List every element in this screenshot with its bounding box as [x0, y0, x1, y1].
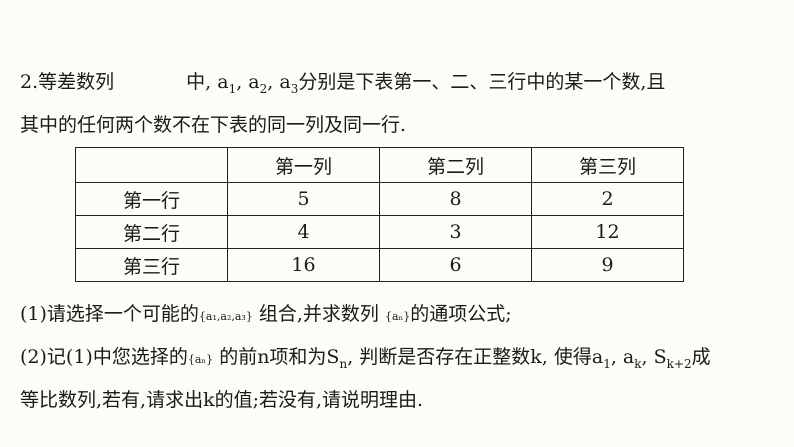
table-row: 第三行 16 6 9	[75, 248, 684, 282]
row-label: 第二行	[75, 215, 228, 249]
subscript: 3	[290, 82, 299, 96]
table-header-row: 第一列 第二列 第三列	[75, 147, 684, 183]
row-label: 第三行	[75, 248, 228, 282]
table-header: 第二列	[379, 147, 532, 183]
table-cell: 3	[379, 215, 532, 249]
table-cell: 4	[227, 215, 380, 249]
question-2: (2)记(1)中您选择的{aₙ} 的前n项和为Sn, 判断是否存在正整数k, 使…	[20, 345, 711, 376]
text: , a	[610, 346, 635, 368]
question-2-line-2: 等比数列,若有,请求出k的值;若没有,请说明理由.	[20, 389, 424, 411]
subscript: k+2	[666, 357, 692, 371]
text: a	[248, 71, 260, 93]
problem-line-2: 其中的任何两个数不在下表的同一列及同一行.	[20, 114, 407, 136]
text: ,	[236, 71, 249, 93]
table-cell: 9	[531, 248, 684, 282]
text: 中,	[186, 71, 218, 93]
subscript: k	[634, 357, 642, 371]
subscript: n	[339, 357, 348, 371]
text: (1)请选择一个可能的	[20, 303, 199, 325]
problem-number: 2.等差数列	[20, 71, 115, 93]
number-table: 第一列 第二列 第三列 第一行 5 8 2 第二行 4 3 12 第三行 16 …	[75, 147, 684, 282]
subscript: 2	[259, 82, 268, 96]
table-row: 第二行 4 3 12	[75, 215, 684, 249]
text: , 判断是否存在正整数k, 使得a	[347, 346, 604, 368]
text: 的前n项和为S	[213, 346, 340, 368]
text: 组合,并求数列	[252, 303, 385, 325]
table-cell: 2	[531, 182, 684, 216]
text: ,	[267, 71, 280, 93]
subscript: 1	[228, 82, 237, 96]
table-cell: 16	[227, 248, 380, 282]
text: , S	[641, 346, 667, 368]
text: a	[279, 71, 291, 93]
text: a	[217, 71, 229, 93]
problem-line-1: 2.等差数列 中, a1, a2, a3分别是下表第一、二、三行中的某一个数,且	[20, 70, 665, 101]
table-header: 第三列	[531, 147, 684, 183]
sequence-notation: {aₙ}	[187, 353, 214, 366]
table-header: 第一列	[227, 147, 380, 183]
text: (2)记(1)中您选择的	[20, 346, 188, 368]
subscript: 1	[603, 357, 611, 371]
table-cell	[75, 147, 228, 183]
table-cell: 5	[227, 182, 380, 216]
set-notation: {a₁,a₂,a₃}	[198, 310, 253, 323]
question-1: (1)请选择一个可能的{a₁,a₂,a₃} 组合,并求数列 {aₙ}的通项公式;	[20, 302, 512, 329]
table-row: 第一行 5 8 2	[75, 182, 684, 216]
sequence-notation: {aₙ}	[384, 310, 411, 323]
text: 的通项公式;	[410, 303, 512, 325]
row-label: 第一行	[75, 182, 228, 216]
text: 分别是下表第一、二、三行中的某一个数,且	[298, 71, 666, 93]
text: 成	[691, 346, 711, 368]
table-cell: 12	[531, 215, 684, 249]
table-cell: 6	[379, 248, 532, 282]
table-cell: 8	[379, 182, 532, 216]
